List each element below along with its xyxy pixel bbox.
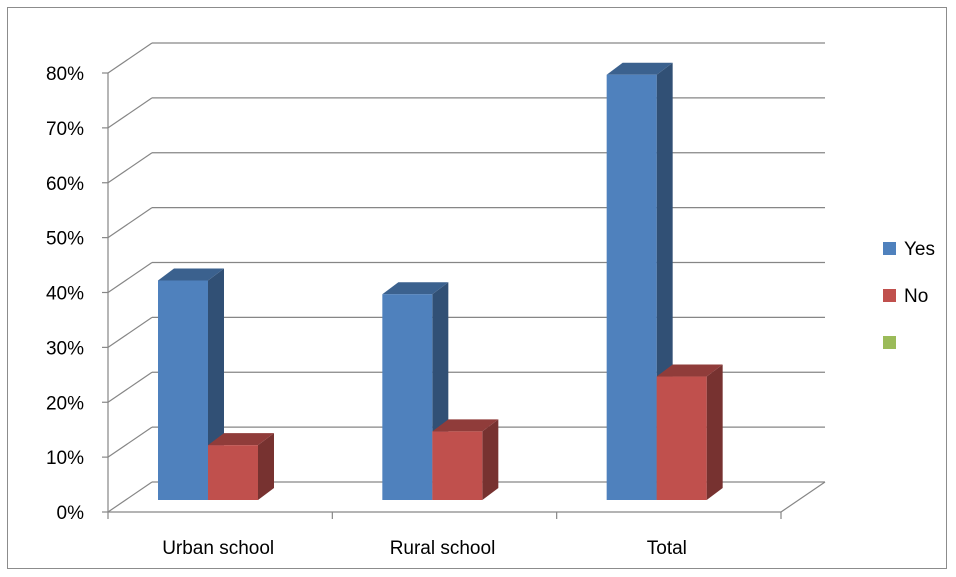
- bar-no-total: [656, 364, 723, 500]
- legend-swatch: [883, 336, 896, 349]
- bar-no-urban-school: [208, 433, 274, 500]
- bar-front: [432, 431, 483, 500]
- category-label: Rural school: [390, 538, 496, 559]
- y-tick-label: 60%: [46, 174, 84, 195]
- bar-side: [258, 433, 274, 500]
- bar-top: [432, 419, 499, 432]
- legend-swatch: [883, 242, 896, 255]
- legend-swatch: [883, 289, 896, 302]
- floor-left-edge: [107, 481, 153, 513]
- side-gridline: [107, 426, 153, 458]
- y-tick-label: 0%: [57, 503, 85, 524]
- y-tick-label: 20%: [46, 393, 84, 414]
- bar-top: [606, 62, 673, 75]
- bars: [158, 62, 723, 500]
- side-gridline: [107, 262, 153, 293]
- bar-front: [382, 294, 433, 500]
- y-tick-label: 10%: [46, 448, 84, 469]
- y-tick-label: 70%: [46, 119, 84, 140]
- side-gridline: [107, 42, 153, 74]
- x-axis-categories: Urban school Rural school Total: [162, 538, 687, 559]
- side-gridline: [107, 207, 153, 239]
- y-tick-label: 80%: [46, 64, 84, 85]
- bar-front: [656, 376, 707, 500]
- legend: Yes No: [883, 239, 935, 349]
- legend-item: Yes: [883, 239, 935, 260]
- bar-side: [706, 364, 723, 500]
- legend-label: No: [904, 286, 928, 307]
- legend-item: [883, 336, 896, 349]
- legend-item: No: [883, 286, 928, 307]
- bar-front: [158, 280, 208, 500]
- y-axis-ticks: 0% 10% 20% 30% 40% 50% 60% 70% 80%: [46, 64, 84, 524]
- y-tick-label: 30%: [46, 338, 84, 359]
- side-gridline: [107, 152, 153, 184]
- category-label: Total: [647, 538, 687, 559]
- side-gridline: [107, 371, 153, 403]
- bar-top: [382, 282, 449, 295]
- bar-front: [208, 445, 258, 500]
- bar-top: [656, 364, 723, 377]
- y-tick-label: 40%: [46, 284, 84, 305]
- bar-top: [208, 433, 274, 446]
- side-gridline: [107, 97, 153, 129]
- bar-no-rural-school: [432, 419, 499, 500]
- side-gridline: [107, 316, 153, 348]
- bar-side: [482, 419, 499, 500]
- legend-label: Yes: [904, 239, 935, 260]
- y-tick-label: 50%: [46, 229, 84, 250]
- floor-right-edge: [780, 481, 826, 513]
- category-label: Urban school: [162, 538, 274, 559]
- bar-top: [158, 268, 224, 281]
- bar-front: [606, 74, 657, 500]
